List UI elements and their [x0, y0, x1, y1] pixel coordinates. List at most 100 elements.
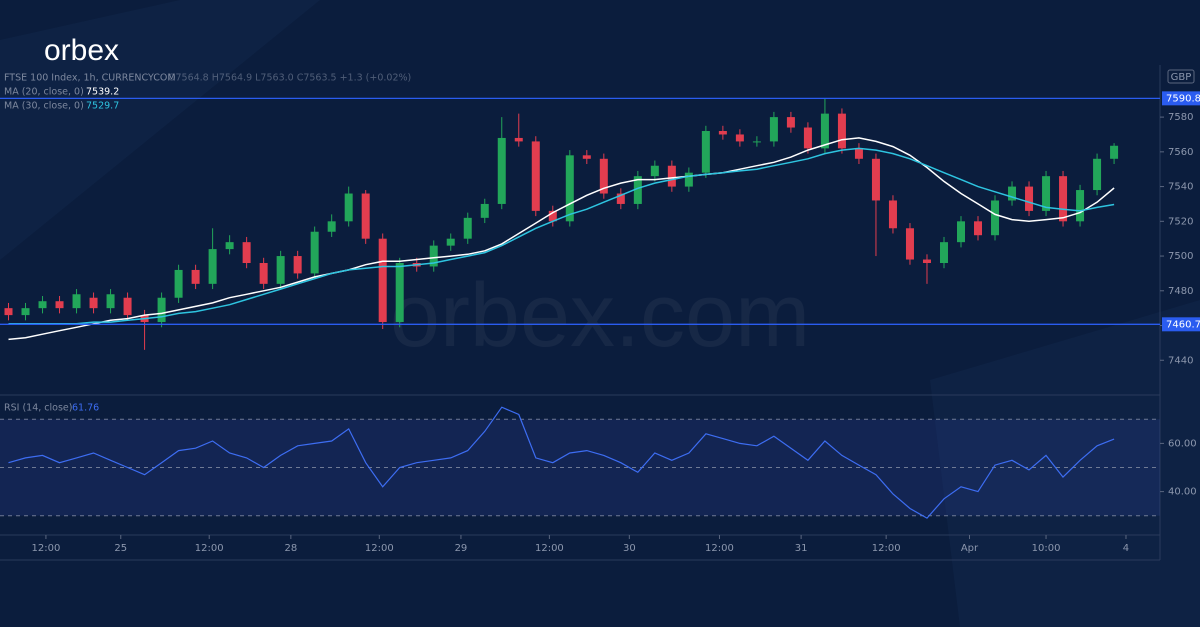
candle-body — [21, 308, 30, 316]
candle-body — [293, 256, 302, 274]
candle-body — [633, 176, 642, 204]
x-tick-label: 12:00 — [872, 543, 901, 554]
x-tick-label: 31 — [795, 543, 808, 554]
candle-body — [956, 221, 965, 243]
candle-body — [463, 217, 472, 239]
decor — [930, 300, 1200, 627]
candle-body — [667, 165, 676, 187]
candle-body — [446, 238, 455, 246]
level-label-box — [1162, 91, 1200, 106]
candle-body — [344, 193, 353, 222]
x-tick-label: 30 — [623, 543, 636, 554]
candle-body — [939, 242, 948, 263]
candle-body — [157, 297, 166, 323]
candle-body — [701, 131, 710, 173]
rsi-line — [8, 406, 1115, 519]
candle-body — [55, 301, 64, 309]
quote: O7564.8 H7564.9 L7563.0 C7563.5 +1.3 (+0… — [168, 73, 411, 84]
logo: orbex — [44, 34, 119, 67]
candle-body — [803, 127, 812, 149]
level-label: 7590.8 — [1166, 93, 1200, 104]
candle-body — [89, 297, 98, 309]
y-tick-label: 60.00 — [1168, 438, 1197, 449]
x-tick-label: 12:00 — [195, 543, 224, 554]
x-tick-label: 10:00 — [1032, 543, 1061, 554]
candle-body — [497, 137, 506, 204]
chart-title: FTSE 100 Index, 1h, CURRENCYCOM — [4, 73, 176, 84]
y-tick-label: 7500 — [1168, 251, 1193, 262]
candle-body — [718, 131, 727, 135]
x-tick-label: 4 — [1123, 543, 1129, 554]
legend-label: MA (20, close, 0) — [4, 87, 84, 98]
y-tick-label: 40.00 — [1168, 487, 1197, 498]
level-label-box — [1162, 317, 1200, 332]
candle-body — [582, 155, 591, 159]
candle-body — [565, 155, 574, 222]
watermark: orbex.com — [390, 266, 810, 366]
x-tick-label: Apr — [961, 543, 979, 554]
y-tick-label: 7560 — [1168, 147, 1193, 158]
candle-body — [4, 308, 13, 316]
candle-body — [974, 221, 983, 236]
candle-body — [1110, 145, 1119, 159]
candle-body — [922, 259, 931, 263]
x-tick-label: 12:00 — [365, 543, 394, 554]
legend-value: 7539.2 — [86, 87, 119, 98]
rsi-title: RSI (14, close) — [4, 403, 72, 414]
candle-body — [888, 200, 897, 229]
y-tick-label: 7440 — [1168, 355, 1193, 366]
candle-body — [854, 148, 863, 159]
candle-body — [429, 245, 438, 267]
candle-body — [599, 158, 608, 194]
x-tick-label: 28 — [284, 543, 297, 554]
candle-body — [548, 210, 557, 222]
candle-body — [480, 203, 489, 218]
y-tick-label: 7580 — [1168, 112, 1193, 123]
candle-body — [259, 263, 268, 284]
level-label: 7460.7 — [1166, 319, 1200, 330]
candle-body — [174, 269, 183, 298]
candle-body — [684, 172, 693, 187]
candle-body — [531, 141, 540, 211]
candle-body — [1093, 158, 1102, 191]
candle-body — [820, 113, 829, 149]
legend-value: 7529.7 — [86, 101, 119, 112]
candle-body — [650, 165, 659, 177]
legend-label: MA (30, close, 0) — [4, 101, 84, 112]
y-tick-label: 7520 — [1168, 216, 1193, 227]
y-tick-label: 7540 — [1168, 182, 1193, 193]
candle-body — [752, 141, 761, 143]
candle-body — [191, 269, 200, 284]
candle-body — [327, 221, 336, 232]
candle-body — [378, 238, 387, 323]
currency-box — [1167, 69, 1195, 84]
candle-body — [837, 113, 846, 149]
candle-body — [514, 137, 523, 142]
x-tick-label: 12:00 — [705, 543, 734, 554]
candle-body — [769, 117, 778, 142]
ma-line — [8, 147, 1115, 325]
ma-line — [8, 137, 1115, 341]
x-tick-label: 12:00 — [32, 543, 61, 554]
candle-body — [1025, 186, 1034, 211]
y-tick-label: 7480 — [1168, 286, 1193, 297]
candle-body — [361, 193, 370, 239]
x-tick-label: 12:00 — [535, 543, 564, 554]
decor — [0, 0, 320, 260]
x-tick-label: 25 — [114, 543, 127, 554]
candle-body — [871, 158, 880, 201]
candle-body — [72, 294, 81, 309]
candle-body — [1042, 176, 1051, 211]
candle-body — [242, 242, 251, 263]
x-tick-label: 29 — [455, 543, 468, 554]
candle-body — [905, 228, 914, 260]
candle-body — [276, 256, 285, 284]
candle-body — [616, 193, 625, 204]
candle-body — [208, 249, 217, 284]
candle-body — [38, 301, 47, 309]
candle-body — [106, 294, 115, 309]
candle-body — [395, 263, 404, 323]
candle-body — [786, 117, 795, 128]
candle-body — [1059, 176, 1068, 222]
